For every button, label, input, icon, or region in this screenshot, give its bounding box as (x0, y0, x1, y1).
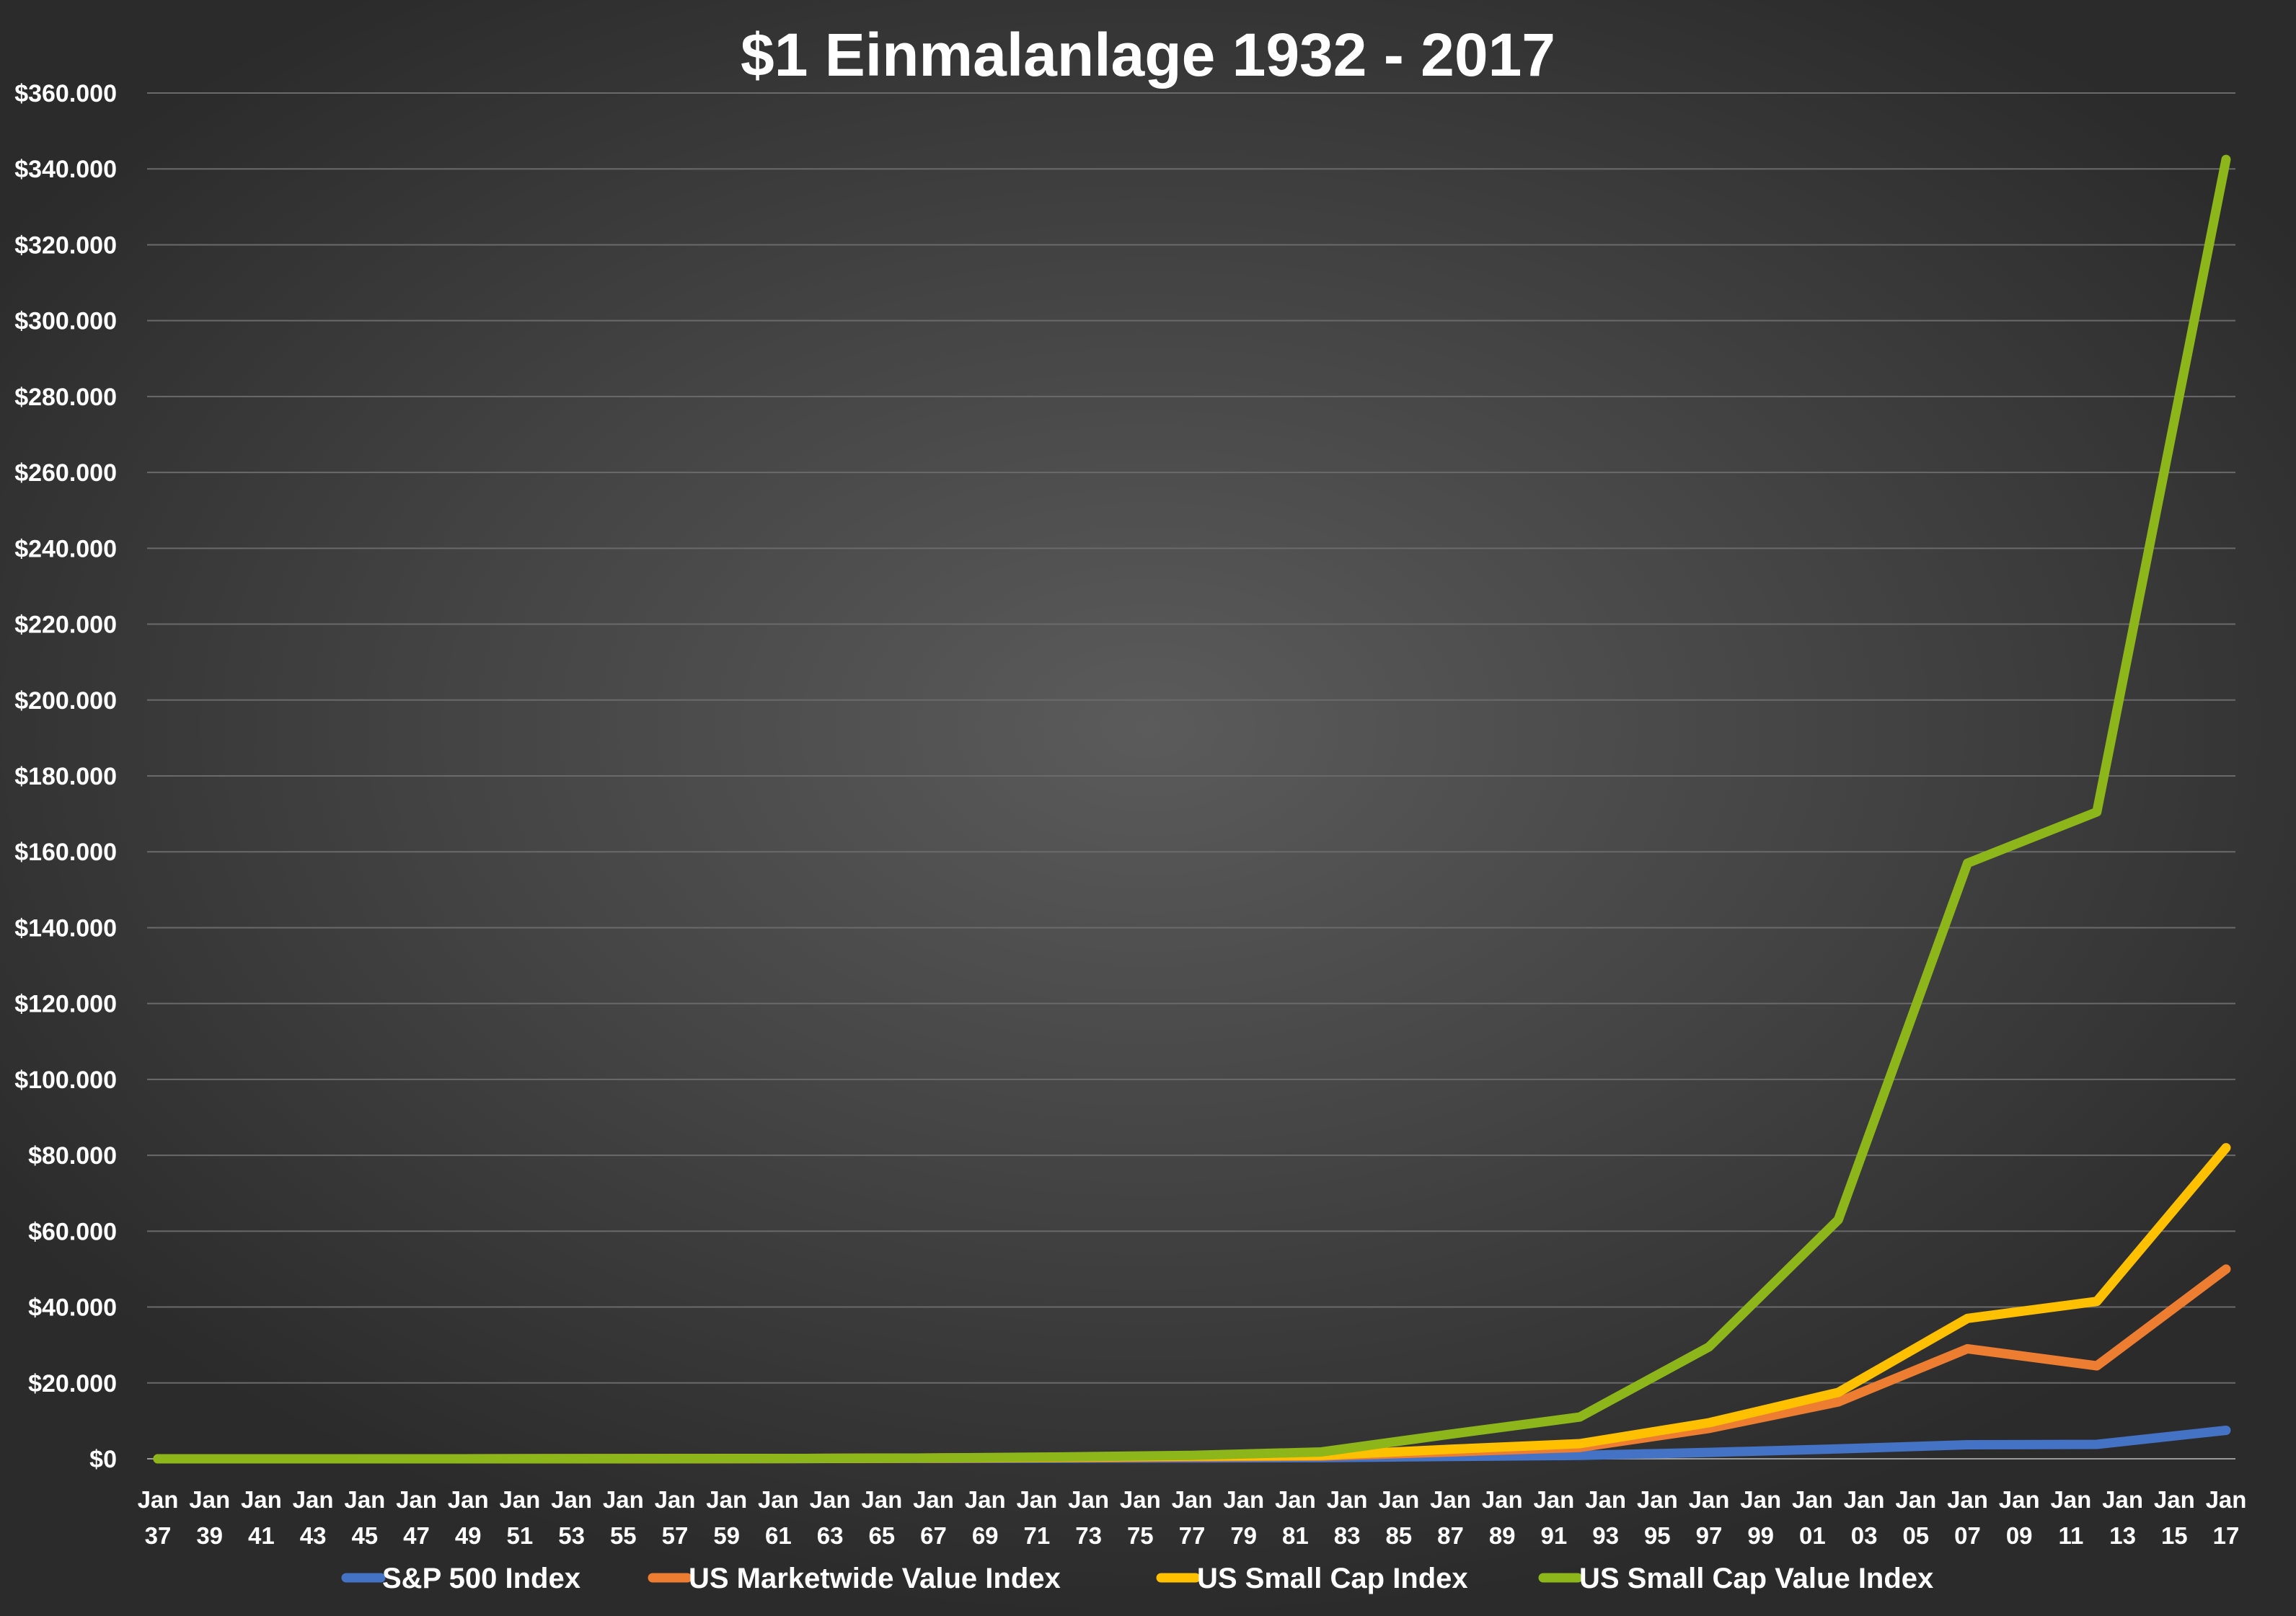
x-tick-label: Jan 65 (861, 1486, 902, 1549)
x-tick-label: Jan 85 (1378, 1486, 1419, 1549)
series-lines (153, 154, 2231, 1464)
x-tick-label: Jan 57 (655, 1486, 696, 1549)
x-tick-label: Jan 07 (1947, 1486, 1988, 1549)
x-tick-label: Jan 47 (396, 1486, 437, 1549)
y-tick-label: $360.000 (14, 80, 117, 107)
legend-label: US Small Cap Value Index (1579, 1563, 1933, 1594)
x-tick-label: Jan 67 (913, 1486, 954, 1549)
x-tick-label: Jan 75 (1120, 1486, 1161, 1549)
x-tick-label: Jan 83 (1327, 1486, 1368, 1549)
x-tick-label: Jan 55 (603, 1486, 644, 1549)
series-line-2 (153, 1264, 2231, 1464)
x-tick-label: Jan 17 (2206, 1486, 2247, 1549)
y-tick-label: $280.000 (14, 384, 117, 411)
y-tick-label: $0 (89, 1446, 117, 1473)
y-tick-label: $200.000 (14, 687, 117, 715)
x-tick-label: Jan 77 (1172, 1486, 1213, 1549)
x-tick-label: Jan 71 (1016, 1486, 1057, 1549)
x-tick-label: Jan 45 (344, 1486, 385, 1549)
x-tick-label: Jan 51 (499, 1486, 540, 1549)
y-tick-label: $140.000 (14, 914, 117, 942)
y-tick-label: $20.000 (28, 1370, 117, 1398)
y-tick-label: $40.000 (28, 1294, 117, 1322)
x-tick-label: Jan 03 (1844, 1486, 1885, 1549)
x-tick-label: Jan 63 (810, 1486, 851, 1549)
y-tick-label: $220.000 (14, 611, 117, 639)
x-tick-label: Jan 93 (1585, 1486, 1626, 1549)
x-tick-label: Jan 79 (1223, 1486, 1264, 1549)
x-tick-label: Jan 01 (1792, 1486, 1833, 1549)
chart-title: $1 Einmalanlage 1932 - 2017 (741, 21, 1555, 89)
legend-label: US Marketwide Value Index (689, 1563, 1061, 1594)
y-tick-label: $80.000 (28, 1142, 117, 1170)
x-tick-label: Jan 09 (1999, 1486, 2040, 1549)
gridlines (147, 92, 2235, 1460)
x-tick-label: Jan 89 (1482, 1486, 1523, 1549)
x-tick-label: Jan 87 (1430, 1486, 1471, 1549)
x-tick-label: Jan 37 (138, 1486, 179, 1549)
x-tick-label: Jan 73 (1068, 1486, 1109, 1549)
y-tick-label: $320.000 (14, 231, 117, 259)
series-line-4 (153, 154, 2231, 1464)
x-tick-label: Jan 53 (551, 1486, 592, 1549)
y-tick-label: $240.000 (14, 535, 117, 562)
x-tick-label: Jan 39 (189, 1486, 230, 1549)
y-axis-ticks: $0 $20.000 $40.000 $60.000 $80.000 $100.000 $1… (14, 80, 117, 1473)
x-tick-label: Jan 11 (2050, 1486, 2091, 1549)
legend-label: S&P 500 Index (382, 1563, 580, 1594)
x-tick-label: Jan 61 (758, 1486, 799, 1549)
x-tick-label: Jan 15 (2154, 1486, 2195, 1549)
x-tick-label: Jan 43 (293, 1486, 334, 1549)
x-tick-label: Jan 81 (1275, 1486, 1316, 1549)
y-tick-label: $60.000 (28, 1218, 117, 1245)
series-line-3 (153, 1143, 2231, 1464)
x-tick-label: Jan 91 (1533, 1486, 1574, 1549)
y-tick-label: $300.000 (14, 308, 117, 335)
y-tick-label: $120.000 (14, 991, 117, 1018)
y-tick-label: $180.000 (14, 763, 117, 790)
x-tick-label: Jan 13 (2102, 1486, 2143, 1549)
legend-label: US Small Cap Index (1197, 1563, 1468, 1594)
y-tick-label: $160.000 (14, 839, 117, 866)
y-tick-label: $260.000 (14, 459, 117, 487)
x-tick-label: Jan 97 (1689, 1486, 1730, 1549)
x-tick-label: Jan 05 (1895, 1486, 1936, 1549)
x-tick-label: Jan 95 (1637, 1486, 1678, 1549)
y-tick-label: $100.000 (14, 1067, 117, 1094)
x-tick-label: Jan 59 (706, 1486, 747, 1549)
legend: S&P 500 Index US Marketwide Value Index US… (341, 1563, 1933, 1594)
y-tick-label: $340.000 (14, 156, 117, 183)
x-tick-label: Jan 69 (965, 1486, 1006, 1549)
x-tick-label: Jan 49 (448, 1486, 489, 1549)
x-tick-label: Jan 41 (241, 1486, 282, 1549)
x-tick-label: Jan 99 (1740, 1486, 1781, 1549)
